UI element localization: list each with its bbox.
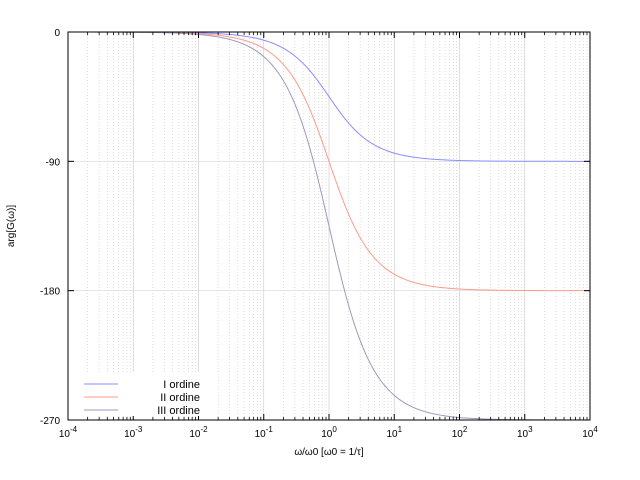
x-tick-label: 10-3 xyxy=(124,425,143,440)
y-tick-label: -270 xyxy=(40,416,60,427)
x-tick-label: 10-2 xyxy=(189,425,208,440)
x-tick-label: 10-4 xyxy=(59,425,78,440)
y-tick-label: -180 xyxy=(40,287,60,298)
x-axis-title: ω/ω0 [ω0 = 1/τ] xyxy=(294,447,364,458)
x-tick-label: 100 xyxy=(321,425,337,440)
series-line-3 xyxy=(67,31,591,421)
x-tick-label: 10-1 xyxy=(255,425,274,440)
legend-label: III ordine xyxy=(157,405,200,417)
legend-label: I ordine xyxy=(163,379,200,391)
x-tick-label: 104 xyxy=(582,425,598,440)
y-tick-label: -90 xyxy=(46,157,61,168)
legend-label: II ordine xyxy=(160,392,200,404)
y-tick-label: 0 xyxy=(54,28,60,39)
x-tick-label: 103 xyxy=(517,425,533,440)
y-axis-title: arg[G(ω)] xyxy=(6,205,17,247)
axis-ticks: 10-4 10-3 10-2 10-1 100 101 102 103 104 0 -90 -180 -… xyxy=(40,28,598,440)
legend-box xyxy=(78,372,218,416)
x-tick-label: 102 xyxy=(452,425,468,440)
x-tick-label: 101 xyxy=(386,425,402,440)
